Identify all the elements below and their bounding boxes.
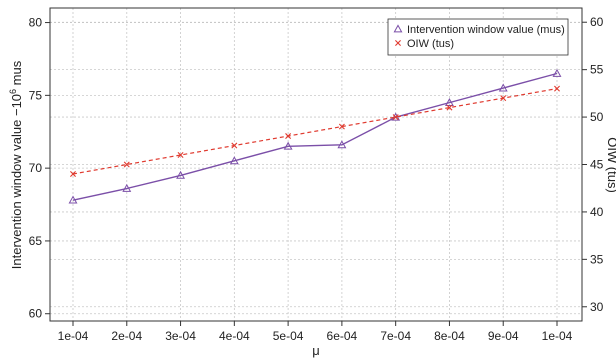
right-tick-label: 45 [590, 158, 604, 172]
series-line-1 [72, 72, 558, 201]
series-line-2 [72, 88, 558, 175]
right-tick-label: 40 [590, 205, 604, 219]
x-tick-label: 4e-04 [219, 329, 250, 343]
legend: Intervention window value (mus) OIW (tus) [387, 18, 569, 56]
data-point-series-2 [231, 142, 238, 149]
left-tick-label: 60 [29, 307, 43, 321]
x-axis-title: μ [312, 343, 320, 358]
x-tick-label: 8e-04 [434, 329, 465, 343]
left-tick-label: 80 [29, 16, 43, 30]
x-tick-label: 7e-04 [380, 329, 411, 343]
x-tick-label: 6e-04 [327, 329, 358, 343]
data-point-series-1 [552, 68, 562, 77]
data-point-series-2 [70, 170, 76, 177]
data-point-series-1 [122, 183, 132, 192]
x-tick-label: 9e-04 [488, 329, 519, 343]
series-group [68, 68, 562, 204]
data-point-series-1 [444, 97, 454, 107]
data-point-series-1 [337, 140, 347, 149]
data-point-series-1 [283, 141, 293, 150]
data-point-series-2 [446, 104, 453, 111]
data-point-series-2 [554, 85, 560, 92]
left-tick-label: 75 [29, 88, 43, 102]
data-point-series-2 [500, 95, 507, 102]
right-axis-ticks: 30 35 40 45 50 55 60 [582, 15, 604, 314]
left-tick-label: 70 [29, 161, 43, 175]
legend-box [387, 18, 569, 56]
data-point-series-2 [392, 114, 399, 121]
data-point-series-2 [338, 123, 345, 130]
x-tick-label: 3e-04 [165, 329, 196, 343]
data-point-series-1 [68, 195, 78, 204]
right-tick-label: 55 [590, 63, 604, 77]
legend-label-2: OIW (tus) [407, 38, 454, 50]
right-tick-label: 30 [590, 300, 604, 314]
legend-marker-1 [393, 24, 403, 33]
right-tick-label: 35 [590, 252, 604, 266]
left-axis-title: Intervention window value −106 mus [8, 60, 24, 269]
data-point-series-1 [229, 156, 239, 165]
data-point-series-2 [285, 133, 292, 140]
data-point-series-1 [176, 170, 186, 179]
right-tick-label: 60 [590, 15, 604, 29]
left-tick-label: 65 [29, 234, 43, 248]
legend-label-1: Intervention window value (mus) [407, 24, 565, 36]
data-point-series-2 [177, 152, 184, 159]
data-point-series-2 [123, 161, 130, 168]
x-tick-label: 1e-04 [542, 329, 573, 343]
right-tick-label: 50 [590, 110, 604, 124]
grid-lines [50, 8, 582, 321]
legend-marker-2 [395, 40, 401, 46]
x-axis-ticks: 1e-04 2e-04 3e-04 4e-04 5e-04 6e-04 7e-04 8e-04… [58, 321, 573, 343]
left-axis-ticks: 60 65 70 75 80 [29, 16, 50, 321]
x-tick-label: 5e-04 [273, 329, 304, 343]
x-tick-label: 1e-04 [58, 329, 89, 343]
x-tick-label: 2e-04 [111, 329, 142, 343]
data-point-series-1 [498, 83, 508, 92]
right-axis-title: OIW (tus) [605, 137, 616, 193]
